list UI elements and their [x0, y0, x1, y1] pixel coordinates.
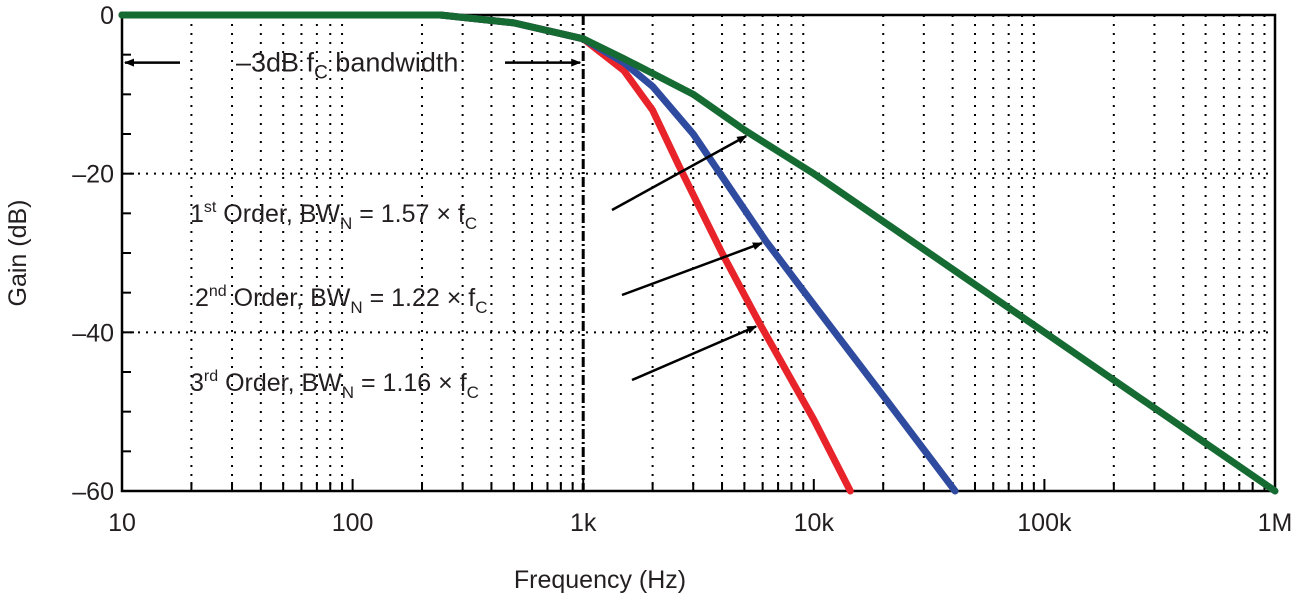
annotations: –3dB fC bandwidth 1st Order, BWN = 1.57 ×…	[124, 48, 763, 402]
x-tick-label: 100k	[1017, 509, 1072, 537]
x-tick-label: 10k	[794, 509, 835, 537]
series-line	[118, 11, 854, 495]
x-tick-label: 1M	[1258, 509, 1293, 537]
order-label: 2nd Order, BWN = 1.22 × fC	[195, 283, 488, 317]
x-tick-label: 10	[108, 509, 136, 537]
order-arrow	[611, 134, 748, 212]
x-tick-label: 100	[332, 509, 374, 537]
x-axis-label: Frequency (Hz)	[514, 566, 686, 594]
y-tick-label: –40	[72, 319, 114, 347]
series-line	[118, 11, 959, 495]
order-arrow	[621, 241, 763, 297]
y-tick-label: –20	[72, 161, 114, 189]
x-tick-label: 1k	[570, 509, 597, 537]
order-label: 1st Order, BWN = 1.57 × fC	[190, 199, 477, 233]
series-group	[118, 11, 1279, 495]
axes: 10 100 1k 10k 100k 1M 0 –20 –40 –60	[72, 2, 1292, 537]
y-tick-label: 0	[100, 2, 114, 30]
y-tick-label: –60	[72, 478, 114, 506]
bandwidth-label: –3dB fC bandwidth	[236, 48, 458, 84]
grid	[122, 15, 1275, 491]
order-label: 3rd Order, BWN = 1.16 × fC	[190, 368, 479, 402]
order-arrow	[631, 325, 758, 382]
y-axis-label: Gain (dB)	[4, 200, 32, 307]
plot-frame	[120, 13, 1277, 493]
series-line	[118, 11, 1279, 495]
